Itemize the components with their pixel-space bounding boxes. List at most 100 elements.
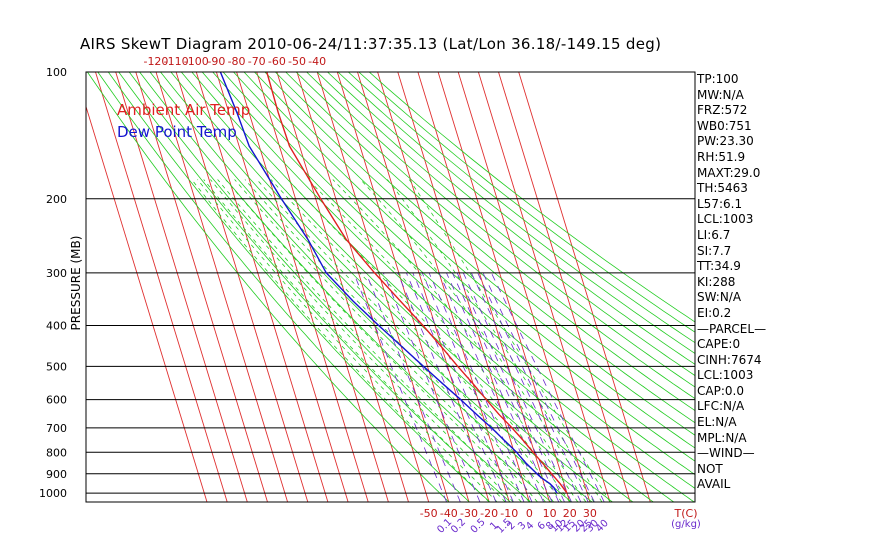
stat-mpl: MPL:N/A	[697, 430, 747, 445]
isotherm-line	[236, 72, 369, 502]
isotherm-line	[498, 72, 631, 502]
moist-adiabat-line	[191, 179, 490, 502]
stat-wb0: WB0:751	[697, 118, 752, 133]
stat-ki: KI:288	[697, 274, 736, 289]
stat-maxt: MAXT:29.0	[697, 165, 761, 180]
isotherm-line	[95, 72, 228, 502]
moist-adiabat-line	[210, 179, 514, 502]
dry-adiabat-line	[295, 72, 695, 400]
dry-adiabat-line	[358, 72, 695, 333]
mixing-ratio-tick-label: 4	[524, 520, 536, 532]
mixing-ratio-line	[428, 272, 533, 502]
dry-adiabat-line	[118, 72, 511, 502]
dry-adiabat-line	[128, 72, 531, 502]
isotherm-line	[316, 72, 450, 502]
dry-adiabat-line	[201, 72, 675, 502]
isobar-lines	[86, 198, 695, 494]
mixing-ratio-line	[491, 272, 605, 502]
legend-air-temp: Ambient Air Temp	[117, 101, 251, 119]
moist-adiabat-line	[360, 179, 595, 502]
stat-lfc: LFC:N/A	[697, 399, 745, 414]
isotherm-line	[437, 72, 571, 502]
stat-lcl: LCL:1003	[697, 212, 754, 227]
top-temp-tick-label: -90	[207, 55, 225, 68]
isotherm-line	[215, 72, 349, 502]
isotherm-line	[135, 72, 268, 502]
moist-adiabat-line	[408, 179, 611, 502]
bottom-temp-tick-label: -50	[420, 507, 438, 520]
stat-pw: PW:23.30	[697, 134, 754, 149]
moist-adiabat-line	[244, 179, 546, 502]
dry-adiabat-line	[222, 72, 695, 489]
mixing-ratio-line	[471, 272, 582, 502]
isotherm-line	[175, 72, 309, 502]
dry-adiabat-line	[348, 72, 695, 344]
stat-wind-avail: AVAIL	[697, 477, 731, 492]
stat-tp: TP:100	[697, 72, 739, 86]
stat-frz: FRZ:572	[697, 103, 748, 118]
dry-adiabat-line	[97, 72, 470, 502]
mixing-ratio-line	[482, 272, 595, 502]
isotherm-line	[296, 72, 430, 502]
stat-tt: TT:34.9	[697, 259, 741, 274]
stat-cap: CAP:0.0	[697, 383, 744, 398]
pressure-tick-label: 400	[46, 320, 67, 333]
mixing-ratio-lines	[353, 272, 605, 502]
isotherm-line	[195, 72, 329, 502]
stat-l57: L57:6.1	[697, 196, 743, 211]
moist-adiabat-line	[256, 179, 554, 502]
stat-li: LI:6.7	[697, 227, 731, 242]
stat-th: TH:5463	[697, 181, 748, 196]
sounding-stats: TP:100 MW:N/A FRZ:572 WB0:751 PW:23.30 R…	[697, 72, 867, 493]
isotherm-line	[417, 72, 551, 502]
moist-adiabat-line	[225, 179, 530, 502]
isotherm-line	[357, 72, 490, 502]
stat-rh: RH:51.9	[697, 149, 746, 164]
top-temp-tick-label: -50	[288, 55, 306, 68]
bottom-temp-tick-label: -20	[480, 507, 498, 520]
pressure-tick-label: 600	[46, 394, 67, 407]
mixing-ratio-line	[452, 272, 560, 502]
bottom-temp-tick-label: 30	[583, 507, 597, 520]
moist-adiabat-line	[270, 179, 563, 502]
top-temp-tick-label: -110	[164, 55, 189, 68]
dry-adiabat-line	[306, 72, 695, 388]
dry-adiabat-line	[170, 72, 613, 502]
dry-adiabat-line	[87, 72, 450, 502]
stat-parcel-header: —PARCEL—	[697, 321, 767, 336]
pressure-tick-label: 500	[46, 360, 67, 373]
dry-adiabat-line	[243, 72, 695, 462]
top-temp-tick-label: -70	[248, 55, 266, 68]
bottom-temp-tick-label: -30	[460, 507, 478, 520]
dry-adiabat-lines	[87, 72, 695, 502]
moist-adiabat-line	[234, 179, 538, 502]
y-axis-label: PRESSURE (MB)	[69, 236, 83, 331]
title: AIRS SkewT Diagram 2010-06-24/11:37:35.1…	[80, 35, 662, 53]
stat-el: EL:N/A	[697, 415, 737, 430]
dry-adiabat-line	[264, 72, 695, 436]
top-temp-tick-label: -60	[268, 55, 286, 68]
air-temp-line	[266, 72, 568, 494]
legend-dew-point: Dew Point Temp	[117, 123, 237, 141]
dry-adiabat-line	[233, 72, 695, 476]
mixing-ratio-line	[456, 272, 565, 502]
top-temp-tick-label: -100	[184, 55, 209, 68]
stat-parcel-lcl: LCL:1003	[697, 368, 754, 383]
dry-adiabat-line	[139, 72, 552, 502]
isotherm-line	[276, 72, 409, 502]
top-temp-tick-label: -120	[143, 55, 168, 68]
pressure-tick-label: 100	[46, 66, 67, 79]
dry-adiabat-line	[327, 72, 695, 365]
isotherm-line	[477, 72, 611, 502]
mixing-ratio-line	[446, 272, 553, 502]
bottom-axis-unit-label: T(C)	[674, 507, 698, 520]
mixing-ratio-tick-label: 40	[594, 518, 611, 535]
top-temp-tick-label: -80	[228, 55, 246, 68]
dry-adiabat-line	[368, 72, 695, 323]
stat-wind-not: NOT	[697, 461, 723, 476]
mixing-ratio-line	[438, 272, 544, 502]
pressure-tick-label: 900	[46, 468, 67, 481]
dew-point-line	[219, 72, 558, 494]
dry-adiabat-line	[107, 72, 491, 502]
